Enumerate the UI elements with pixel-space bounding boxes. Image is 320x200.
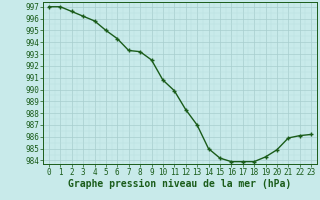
X-axis label: Graphe pression niveau de la mer (hPa): Graphe pression niveau de la mer (hPa) xyxy=(68,179,292,189)
